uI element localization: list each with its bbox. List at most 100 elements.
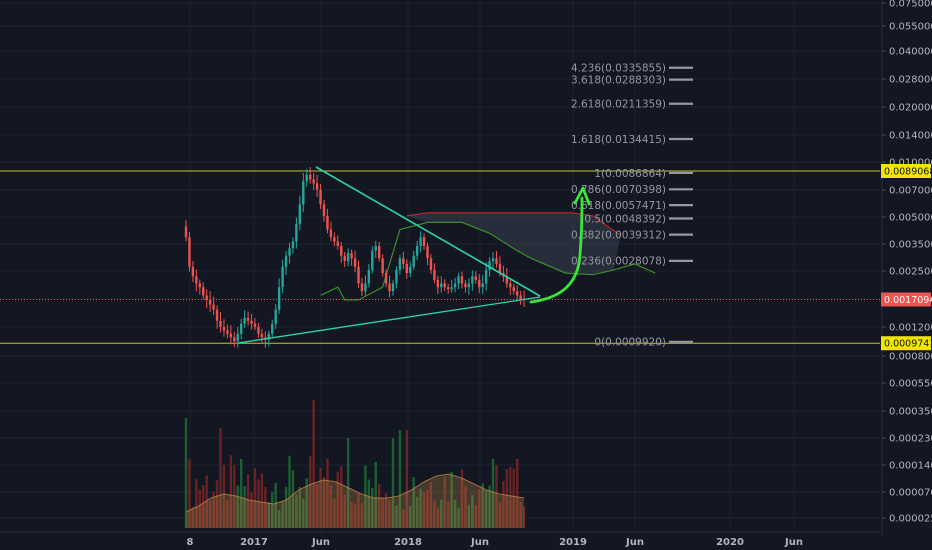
candle-body	[284, 255, 288, 267]
candle-body	[381, 258, 384, 274]
candle-body	[202, 287, 205, 296]
volume-bar	[498, 502, 502, 528]
candle-body	[433, 269, 436, 280]
candle-body	[188, 237, 191, 267]
volume-bar	[484, 490, 488, 528]
volume-bar	[188, 459, 191, 528]
wedge-trendlines[interactable]	[237, 166, 541, 344]
fib-level-label: 0.786(0.0070398)	[571, 184, 666, 196]
candle-body	[260, 333, 264, 338]
volume-bar	[202, 485, 205, 528]
volume-bar	[212, 491, 215, 528]
candle-body	[464, 283, 467, 288]
volume-bar	[340, 466, 343, 528]
candle-body	[371, 250, 374, 270]
candle-body	[291, 241, 295, 249]
volume-bar	[405, 430, 408, 528]
candle-body	[322, 204, 326, 216]
volume-bar	[195, 479, 198, 528]
candle-body	[426, 245, 429, 259]
candle-body	[329, 229, 333, 238]
candle-body	[288, 248, 291, 256]
price-tick-label: 0.0140000	[889, 131, 932, 142]
price-tick-label: 0.0008000	[889, 352, 932, 363]
candle-body	[481, 283, 484, 288]
volume-bar	[295, 494, 298, 528]
volume-bar	[447, 501, 450, 528]
volume-bar	[333, 498, 336, 528]
volume-bar	[271, 491, 274, 528]
candle-body	[271, 323, 274, 334]
volume-bar	[440, 499, 443, 528]
candle-body	[222, 327, 226, 331]
volume-bar	[426, 489, 429, 528]
wedge-upper-trendline	[315, 166, 541, 297]
time-tick-label: Jun	[784, 537, 803, 548]
candle-body	[219, 320, 222, 327]
volume-bar	[464, 486, 467, 528]
volume-bar	[450, 471, 453, 528]
volume-ma-area	[186, 474, 525, 528]
candle-body	[346, 253, 350, 262]
candle-body	[505, 276, 509, 284]
volume-bar	[412, 477, 415, 528]
fib-level-label: 3.618(0.0288303)	[571, 74, 666, 86]
candle-body	[415, 245, 419, 256]
volume-bar	[429, 482, 433, 528]
candle-body	[233, 337, 236, 342]
volume-bar	[360, 503, 364, 528]
fib-level-label: 4.236(0.0335855)	[571, 63, 666, 75]
candle-body	[398, 258, 402, 270]
fibonacci-extension[interactable]: 4.236(0.0335855)3.618(0.0288303) 2.618(0.…	[571, 63, 693, 349]
candle-body	[195, 276, 198, 284]
volume-bar	[415, 496, 419, 528]
candle-body	[298, 204, 302, 225]
price-tick-label: 0.0000250	[889, 514, 932, 525]
time-tick-label: 2019	[559, 537, 587, 548]
candle-body	[474, 276, 477, 280]
candle-body	[191, 266, 195, 277]
price-tag-box	[881, 292, 931, 307]
horizontal-levels[interactable]	[0, 170, 880, 344]
wedge-lower-trendline	[237, 296, 541, 344]
price-tick-label: 0.0400000	[889, 47, 932, 58]
candle-body	[384, 273, 388, 284]
candle-body	[250, 320, 253, 324]
volume-bar	[226, 500, 229, 528]
fib-level-label: 0.5(0.0048392)	[584, 213, 666, 225]
price-tick-label: 0.0280000	[889, 75, 932, 86]
candle-body	[367, 269, 371, 284]
cloud-fill	[406, 212, 621, 275]
price-tag-box	[881, 336, 931, 351]
price-tag-label: 0.0009741	[884, 339, 932, 350]
volume-bar	[460, 469, 464, 528]
price-tick-label: 0.0000700	[889, 488, 932, 499]
candle-body	[429, 258, 433, 270]
candle-body	[405, 263, 408, 274]
volume-bar	[184, 418, 188, 528]
projection-arrow[interactable]	[529, 186, 591, 304]
volume-bar	[502, 480, 505, 528]
volume-bar	[291, 470, 295, 528]
time-axis[interactable]: 8 2017 Jun 2018 Jun 2019 Jun 2020 Jun	[0, 531, 880, 548]
candle-body	[257, 327, 260, 334]
time-tick-label: 2017	[240, 537, 268, 548]
candle-body	[333, 237, 336, 242]
time-tick-label: Jun	[470, 537, 489, 548]
cloud-line-red	[406, 212, 622, 236]
volume-bar	[343, 494, 346, 528]
candle-body	[205, 295, 208, 300]
candle-body	[453, 283, 457, 288]
candle-body	[491, 258, 495, 262]
candle-body	[315, 183, 319, 190]
volume-bar	[467, 505, 471, 528]
volume-bar	[305, 478, 308, 528]
time-tick-label: 2020	[716, 537, 744, 548]
candle-body	[374, 245, 377, 251]
arrow-head	[573, 186, 591, 206]
candle-body	[229, 333, 233, 338]
candle-body	[509, 283, 512, 288]
candle-body	[215, 309, 219, 321]
candle-body	[364, 283, 367, 292]
